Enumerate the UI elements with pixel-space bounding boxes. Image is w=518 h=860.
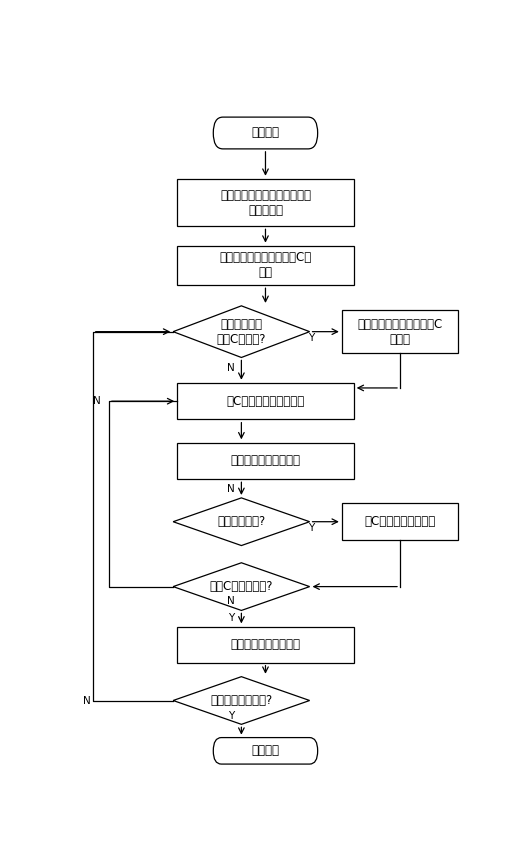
Text: Y: Y [228,613,235,624]
Text: 懒惰条件满足?: 懒惰条件满足? [217,515,266,528]
Text: 从C中删除该校验节点: 从C中删除该校验节点 [364,515,436,528]
Text: Y: Y [309,334,315,343]
Text: N: N [227,363,235,373]
Bar [177,383,354,420]
Text: 初始化外信息和变量节点的后
验概率信息: 初始化外信息和变量节点的后 验概率信息 [220,188,311,217]
Text: 从C中选择一个校验节点: 从C中选择一个校验节点 [226,395,305,408]
FancyBboxPatch shape [213,117,318,149]
Bar [177,179,354,226]
Text: 初始化懒惰校验节点集合C为
空集: 初始化懒惰校验节点集合C为 空集 [219,251,312,280]
Text: 遍历C中所有节点?: 遍历C中所有节点? [210,580,273,593]
Polygon shape [173,498,310,545]
Bar [177,443,354,479]
Bar [342,310,458,353]
Text: 重置懒惰校验述节点集合C
为全集: 重置懒惰校验述节点集合C 为全集 [357,317,442,346]
Text: 执行串行分层调度算法: 执行串行分层调度算法 [231,454,300,467]
Bar [177,627,354,663]
Text: N: N [227,596,235,606]
Text: N: N [93,396,100,406]
Polygon shape [173,677,310,724]
Text: N: N [227,483,235,494]
Text: Y: Y [309,524,315,533]
FancyBboxPatch shape [213,738,318,764]
Text: 译码停止条件满足?: 译码停止条件满足? [210,694,272,707]
Polygon shape [173,562,310,611]
Bar [342,503,458,540]
Text: N: N [83,696,91,705]
Text: 懒惰校验节点
集合C为空集?: 懒惰校验节点 集合C为空集? [217,317,266,346]
Bar [177,246,354,286]
Text: 结束译码: 结束译码 [251,745,280,758]
Text: 开始译码: 开始译码 [251,126,280,139]
Text: 硬判决，得到译码结果: 硬判决，得到译码结果 [231,638,300,651]
Polygon shape [173,306,310,358]
Text: Y: Y [228,710,235,721]
